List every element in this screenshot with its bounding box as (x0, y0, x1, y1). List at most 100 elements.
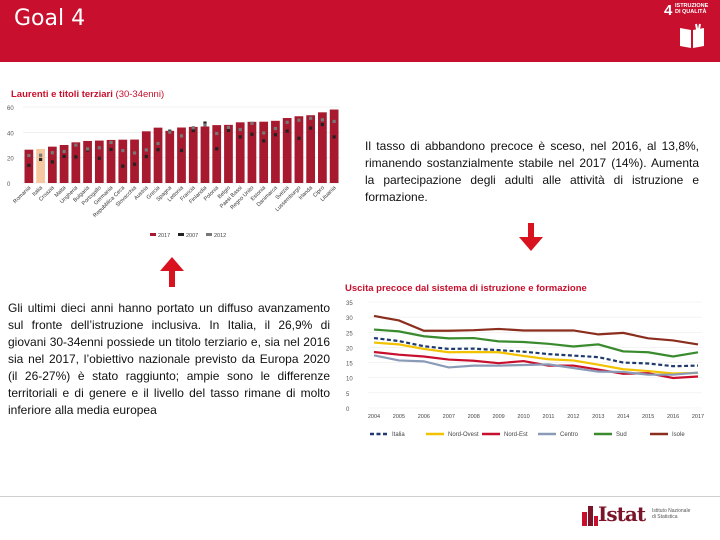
marker-2007 (203, 121, 207, 125)
marker-2012 (273, 126, 278, 131)
book-icon (680, 23, 704, 48)
marker-2007 (39, 157, 43, 162)
marker-2012 (203, 123, 207, 127)
legend-label: 2007 (186, 233, 198, 239)
bar-2017 (188, 126, 198, 183)
bar-2017 (177, 127, 186, 183)
series-line-centro (373, 354, 699, 376)
marker-2012 (262, 131, 266, 135)
marker-2012 (191, 126, 195, 130)
line-legend-label: Sud (616, 432, 627, 438)
marker-2007 (144, 154, 148, 159)
marker-2007 (121, 164, 125, 168)
marker-2007 (191, 128, 195, 133)
marker-2012 (85, 147, 90, 151)
marker-2007 (309, 126, 313, 130)
marker-2012 (144, 148, 148, 152)
bar-x-tick: Irlanda (298, 185, 315, 202)
bar-x-tick: Romania (12, 185, 32, 205)
line-x-tick: 2006 (418, 414, 430, 420)
line-y-tick: 35 (346, 301, 353, 307)
marker-2012 (50, 151, 54, 155)
line-x-tick: 2015 (642, 414, 654, 420)
bar-2017 (118, 139, 128, 183)
marker-2012 (285, 120, 289, 124)
legend-swatch (150, 233, 156, 236)
marker-2012 (156, 141, 160, 146)
line-y-tick: 5 (346, 392, 350, 398)
marker-2007 (74, 155, 78, 159)
marker-2012 (109, 140, 113, 145)
legend-swatch (206, 233, 212, 236)
bar-2017 (153, 127, 163, 183)
marker-2012 (62, 149, 66, 154)
bar-2017 (212, 125, 222, 183)
sdg-label-line2: DI QUALITÀ (675, 9, 707, 15)
bar-2017 (329, 109, 339, 183)
marker-2007 (332, 135, 336, 139)
marker-2007 (215, 147, 219, 151)
istat-mark-icon (582, 506, 598, 526)
marker-2007 (62, 154, 66, 158)
marker-2007 (238, 135, 242, 139)
bar-2017 (235, 122, 245, 183)
marker-2007 (109, 147, 113, 152)
marker-2012 (238, 127, 242, 132)
marker-2012 (132, 151, 137, 155)
marker-2007 (273, 133, 278, 137)
line-y-tick: 30 (346, 316, 353, 322)
bar-chart-title-suffix: (30-34enni) (115, 89, 165, 100)
arrow-down-icon (519, 223, 543, 251)
line-x-tick: 2010 (517, 414, 529, 420)
line-x-tick: 2013 (592, 414, 604, 420)
line-chart: 0 5 10 15 20 25 30 35 2004 2005 2006 2007 2008 2009 20… (346, 301, 704, 438)
legend-swatch (178, 233, 184, 236)
legend-label: 2017 (158, 233, 170, 239)
bar-2017 (294, 116, 304, 183)
sdg-badge: 4 ISTRUZIONE DI QUALITÀ (660, 0, 720, 62)
series-line-isole (373, 314, 699, 346)
bar-y-tick: 0 (7, 182, 11, 188)
bar-2017 (47, 146, 57, 183)
marker-2007 (179, 148, 184, 153)
marker-2012 (27, 153, 31, 158)
marker-2007 (262, 139, 266, 143)
marker-2012 (226, 125, 231, 129)
sdg-label-line1: ISTRUZIONE (675, 3, 709, 9)
marker-2012 (179, 134, 184, 138)
bar-2017 (130, 139, 139, 183)
series-line-italia (373, 336, 699, 368)
line-y-tick: 0 (346, 407, 350, 413)
bar-2017 (94, 140, 104, 183)
marker-2012 (97, 146, 101, 150)
marker-2007 (50, 160, 54, 164)
marker-2012 (309, 116, 313, 120)
marker-2012 (215, 131, 219, 136)
bar-2017 (282, 118, 292, 183)
marker-2007 (97, 156, 101, 160)
series-line-nord-ovest (373, 341, 699, 375)
marker-2007 (320, 122, 324, 127)
line-x-tick: 2017 (692, 414, 704, 420)
marker-2012 (168, 130, 172, 134)
bar-2017 (71, 142, 81, 183)
line-x-tick: 2004 (368, 414, 380, 420)
marker-2007 (132, 162, 137, 166)
line-x-tick: 2009 (492, 414, 504, 420)
marker-2007 (297, 136, 301, 140)
marker-2012 (332, 119, 336, 124)
header-band (0, 0, 720, 62)
bar-2017 (259, 121, 269, 183)
marker-2012 (74, 143, 78, 147)
bar-2017 (59, 145, 69, 183)
bar-y-tick: 40 (7, 131, 14, 137)
istat-logo-sub: Istituto Nazionale di Statistica (652, 508, 702, 520)
marker-2007 (250, 132, 254, 136)
line-legend-label: Italia (392, 432, 405, 438)
istat-logo-text: Istat (598, 502, 646, 526)
marker-2012 (39, 153, 43, 157)
line-x-tick: 2005 (393, 414, 405, 420)
line-y-tick: 15 (346, 362, 353, 368)
marker-2007 (27, 163, 31, 167)
